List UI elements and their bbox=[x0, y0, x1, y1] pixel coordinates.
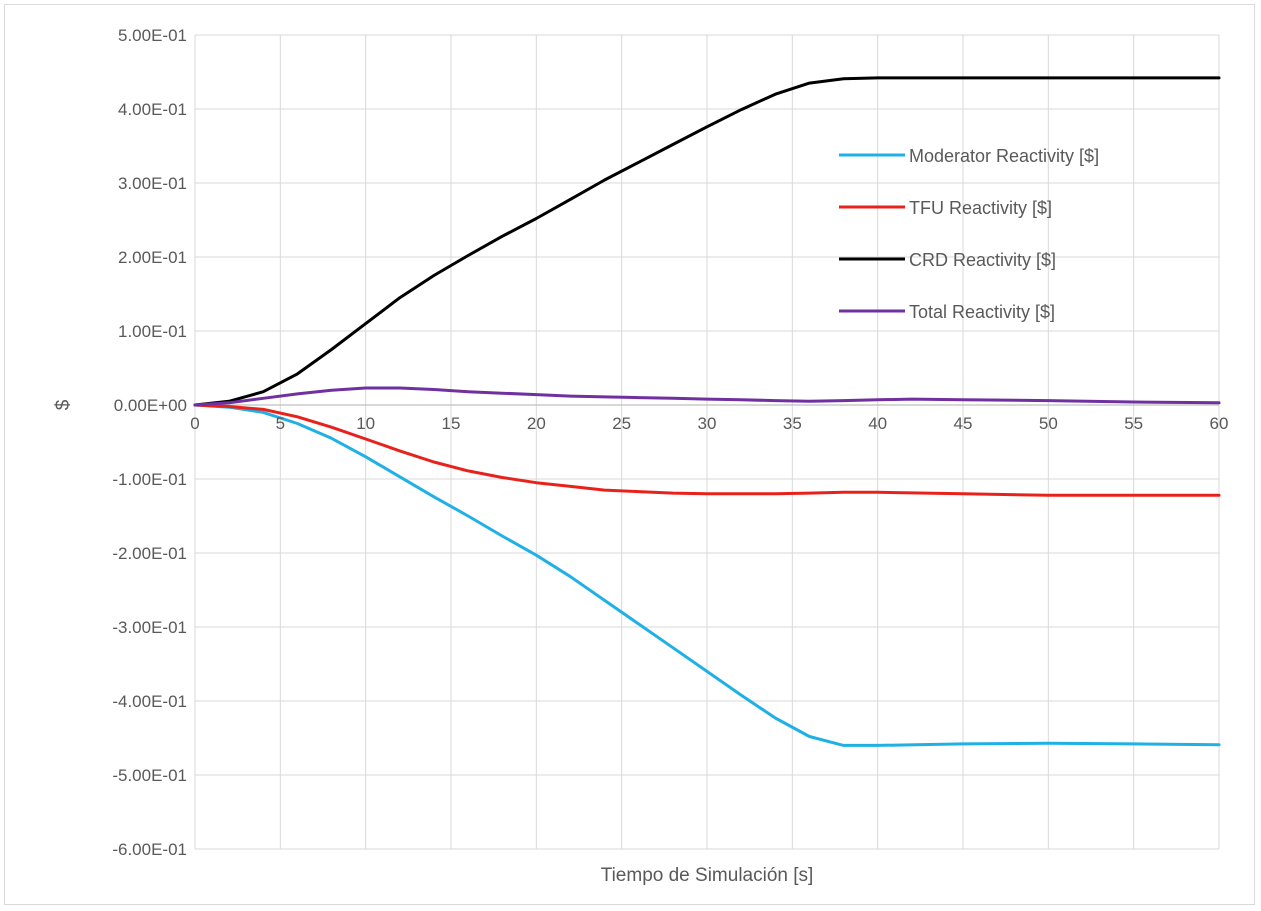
x-tick-label: 0 bbox=[190, 414, 199, 433]
y-tick-label: -4.00E-01 bbox=[112, 692, 187, 711]
y-tick-label: -5.00E-01 bbox=[112, 766, 187, 785]
x-tick-label: 45 bbox=[954, 414, 973, 433]
x-tick-label: 40 bbox=[868, 414, 887, 433]
x-tick-label: 30 bbox=[698, 414, 717, 433]
series-line-2 bbox=[193, 403, 1221, 497]
x-axis-title: Tiempo de Simulación [s] bbox=[601, 865, 814, 886]
y-tick-label: 1.00E-01 bbox=[118, 322, 187, 341]
axes bbox=[194, 35, 1219, 849]
y-tick-label: -1.00E-01 bbox=[112, 470, 187, 489]
series-line-4 bbox=[193, 386, 1221, 407]
series-line-3 bbox=[193, 76, 1221, 407]
y-tick-label: -6.00E-01 bbox=[112, 840, 187, 859]
y-axis-title: $ bbox=[53, 399, 74, 410]
x-tick-label: 5 bbox=[276, 414, 285, 433]
y-tick-label: 4.00E-01 bbox=[118, 100, 187, 119]
x-tick-label: 60 bbox=[1210, 414, 1229, 433]
x-tick-label: 35 bbox=[783, 414, 802, 433]
series-lines bbox=[193, 76, 1221, 747]
y-tick-label: 5.00E-01 bbox=[118, 26, 187, 45]
y-tick-label: 2.00E-01 bbox=[118, 248, 187, 267]
y-tick-label: -3.00E-01 bbox=[112, 618, 187, 637]
series-line-1 bbox=[193, 403, 1221, 747]
y-tick-label: 3.00E-01 bbox=[118, 174, 187, 193]
tick-labels: 5.00E-01 4.00E-01 3.00E-01 2.00E-01 1.00E-01… bbox=[112, 26, 1228, 859]
chart-frame: 5.00E-01 4.00E-01 3.00E-01 2.00E-01 1.00E-01… bbox=[4, 4, 1255, 905]
x-tick-label: 15 bbox=[442, 414, 461, 433]
x-tick-label: 20 bbox=[527, 414, 546, 433]
x-tick-label: 25 bbox=[612, 414, 631, 433]
line-chart: 5.00E-01 4.00E-01 3.00E-01 2.00E-01 1.00E-01… bbox=[53, 26, 1228, 886]
y-tick-label: -2.00E-01 bbox=[112, 544, 187, 563]
legend-label-3: CRD Reactivity [$] bbox=[909, 250, 1056, 270]
legend-label-4: Total Reactivity [$] bbox=[909, 302, 1055, 322]
legend-label-1: Moderator Reactivity [$] bbox=[909, 146, 1099, 166]
legend: Moderator Reactivity [$] TFU Reactivity [… bbox=[839, 146, 1099, 322]
x-tick-label: 50 bbox=[1039, 414, 1058, 433]
y-tick-label: 0.00E+00 bbox=[114, 396, 187, 415]
x-tick-label: 55 bbox=[1124, 414, 1143, 433]
x-tick-label: 10 bbox=[356, 414, 375, 433]
legend-label-2: TFU Reactivity [$] bbox=[909, 198, 1052, 218]
